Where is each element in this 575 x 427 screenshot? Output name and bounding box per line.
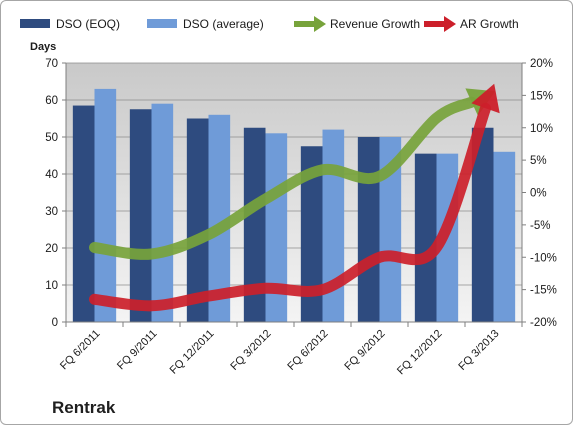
x-tick-label: FQ 6/2012 bbox=[285, 328, 330, 373]
legend-arrow-ar-growth bbox=[444, 16, 456, 32]
y-tick-label: 40 bbox=[45, 169, 58, 181]
y-tick-label: 50 bbox=[45, 132, 58, 144]
bar-dso-average bbox=[493, 151, 516, 322]
x-tick-label: FQ 12/2011 bbox=[168, 328, 217, 377]
y-tick-label: 10 bbox=[45, 280, 58, 292]
y2-tick-label: -5% bbox=[530, 220, 550, 232]
y2-tick-label: 0% bbox=[530, 188, 547, 200]
y2-tick-label: 15% bbox=[530, 90, 553, 102]
bar-dso-average bbox=[151, 103, 174, 322]
legend-arrow-revenue-growth bbox=[314, 16, 326, 32]
bar-dso-eoq bbox=[186, 118, 209, 322]
bar-dso-eoq bbox=[72, 105, 95, 322]
bar-dso-average bbox=[379, 137, 402, 322]
legend-label-revenue-growth: Revenue Growth bbox=[330, 17, 420, 31]
bar-dso-average bbox=[94, 88, 117, 323]
legend-label-ar-growth: AR Growth bbox=[460, 17, 519, 31]
y-tick-label: 0 bbox=[52, 317, 58, 329]
y2-tick-label: 20% bbox=[530, 58, 553, 70]
x-tick-label: FQ 9/2012 bbox=[342, 328, 387, 373]
arrowhead-ar-growth bbox=[471, 83, 500, 114]
bar-dso-eoq bbox=[414, 153, 437, 322]
bar-dso-average bbox=[322, 129, 345, 322]
legend-swatch-dso-eoq bbox=[20, 19, 50, 28]
y-axis-title: Days bbox=[30, 41, 56, 53]
bar-dso-eoq bbox=[300, 146, 323, 322]
bar-dso-eoq bbox=[471, 127, 494, 322]
bar-dso-eoq bbox=[129, 109, 152, 322]
bar-dso-average bbox=[208, 114, 231, 322]
line-revenue-growth bbox=[89, 96, 478, 260]
y2-tick-label: 5% bbox=[530, 155, 547, 167]
y-tick-label: 60 bbox=[45, 95, 58, 107]
y2-tick-label: 10% bbox=[530, 123, 553, 135]
line-ar-growth bbox=[89, 102, 491, 312]
legend-swatch-dso-average bbox=[147, 19, 177, 28]
legend-label-dso-eoq: DSO (EOQ) bbox=[56, 17, 120, 31]
bar-dso-eoq bbox=[357, 137, 380, 322]
x-tick-label: FQ 12/2012 bbox=[395, 328, 445, 378]
y2-tick-label: -15% bbox=[530, 285, 557, 297]
bar-dso-eoq bbox=[243, 127, 266, 322]
company-name: Rentrak bbox=[52, 398, 116, 417]
y2-tick-label: -20% bbox=[530, 317, 557, 329]
bar-dso-average bbox=[265, 133, 288, 322]
y-tick-label: 30 bbox=[45, 206, 58, 218]
y-tick-label: 70 bbox=[45, 58, 58, 70]
y-tick-label: 20 bbox=[45, 243, 58, 255]
x-tick-label: FQ 6/2011 bbox=[58, 328, 103, 373]
x-tick-label: FQ 9/2011 bbox=[115, 328, 160, 373]
x-tick-label: FQ 3/2013 bbox=[456, 328, 501, 373]
y2-tick-label: -10% bbox=[530, 252, 557, 264]
legend-label-dso-average: DSO (average) bbox=[183, 17, 264, 31]
x-tick-label: FQ 3/2012 bbox=[228, 328, 273, 373]
